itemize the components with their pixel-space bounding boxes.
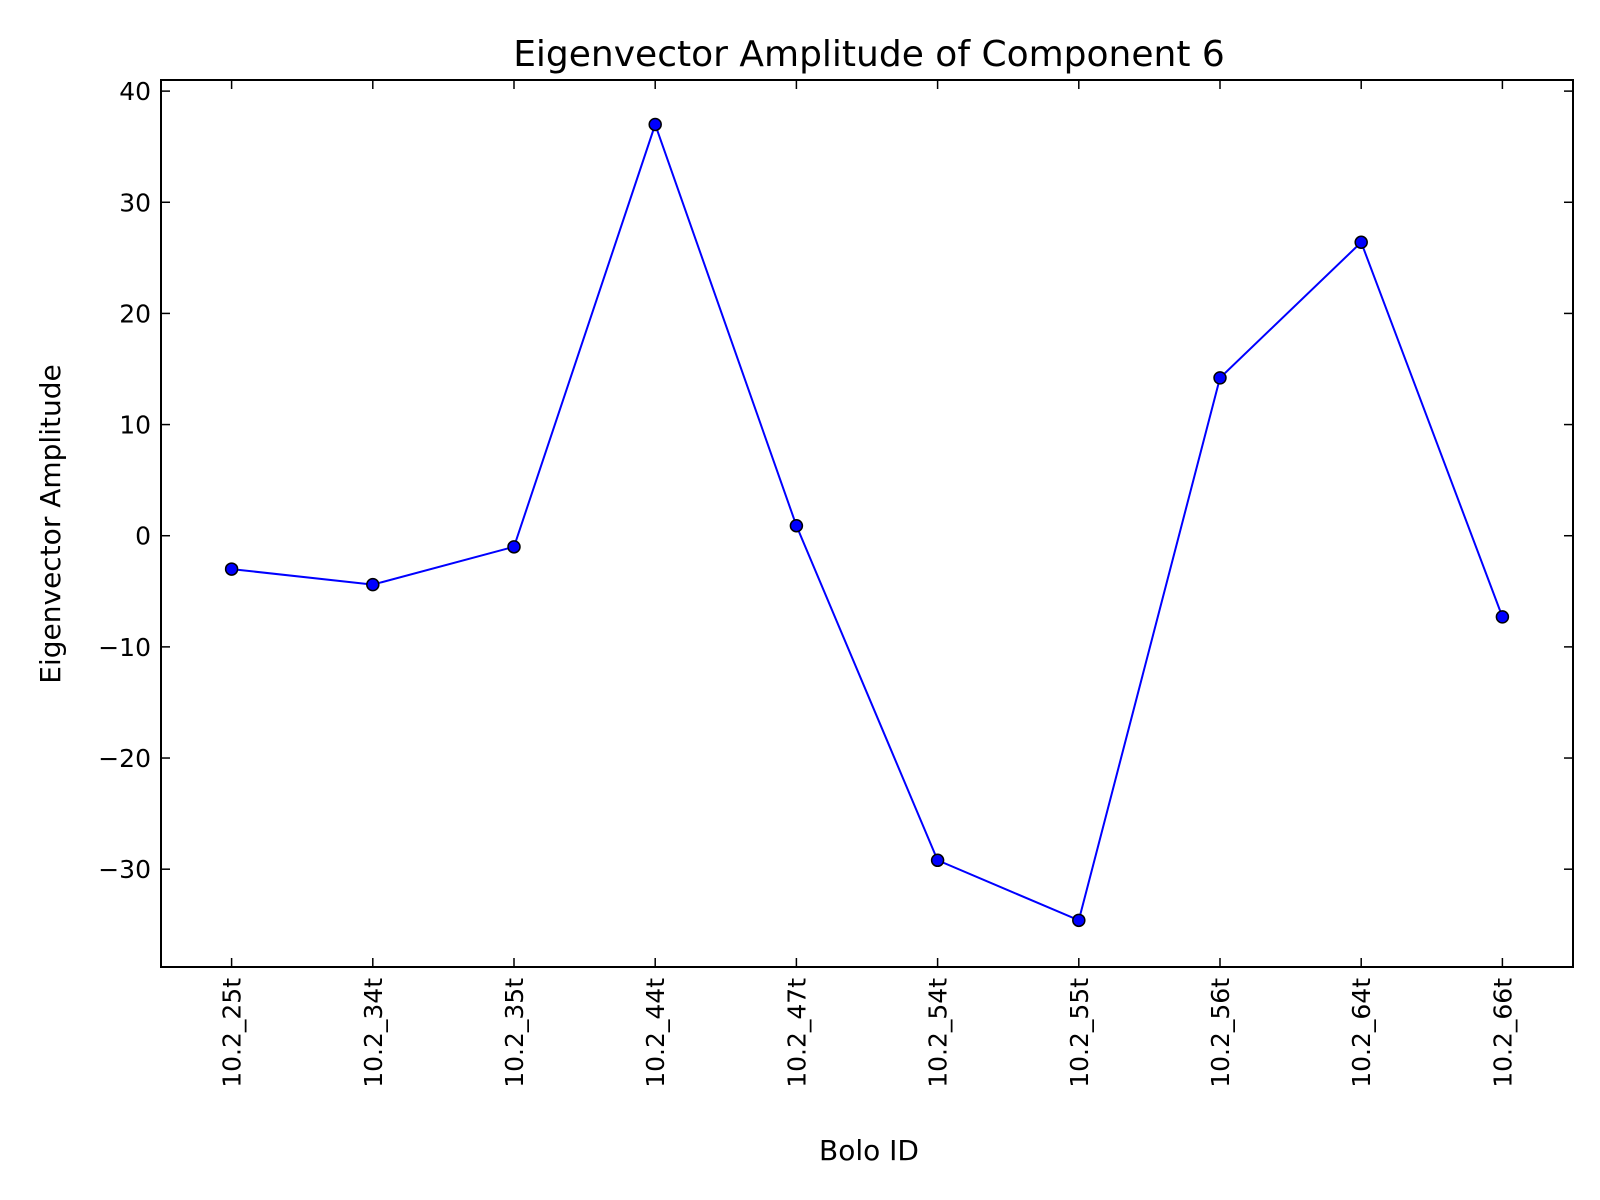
y-tick-label: −20: [98, 744, 151, 773]
data-point: [1072, 913, 1086, 928]
x-tick-label: 10.2_55t: [1065, 978, 1094, 1088]
y-tick-label: 0: [135, 522, 151, 551]
x-tick-label: 10.2_47t: [782, 978, 811, 1088]
x-tick-label: 10.2_54t: [924, 978, 953, 1088]
x-tick-label: 10.2_44t: [641, 978, 670, 1088]
data-point: [366, 577, 380, 592]
y-tick-label: 20: [119, 299, 151, 328]
data-point: [224, 562, 239, 576]
y-tick-label: 10: [119, 411, 151, 440]
x-tick-label: 10.2_66t: [1488, 978, 1517, 1088]
series-line: [231, 121, 1504, 922]
x-tick-label: 10.2_34t: [359, 978, 388, 1088]
x-axis: 10.2_25t 10.2_34t 10.2_35t 10.2_44t 10.2_47t…: [218, 80, 1517, 1088]
x-tick-label: 10.2_64t: [1347, 978, 1376, 1088]
plot-frame: [160, 79, 1574, 968]
y-tick-label: −30: [98, 855, 151, 884]
series-markers: [224, 117, 1510, 928]
chart-title: Eigenvector Amplitude of Component 6: [513, 34, 1225, 75]
y-tick-label: 30: [119, 188, 151, 217]
data-point: [930, 853, 945, 868]
data-point: [507, 540, 521, 554]
y-tick-label: 40: [119, 77, 151, 106]
y-axis: −30 −20 −10 0 10 20 30 40: [98, 77, 1573, 884]
data-point: [1354, 235, 1368, 250]
x-axis-title: Bolo ID: [819, 1134, 919, 1167]
x-tick-label: 10.2_25t: [218, 978, 247, 1088]
data-point: [648, 117, 662, 132]
y-axis-title: Eigenvector Amplitude: [34, 364, 67, 683]
data-point: [789, 518, 804, 533]
data-point: [1495, 610, 1510, 624]
data-point: [1213, 371, 1227, 385]
x-tick-label: 10.2_56t: [1206, 978, 1235, 1088]
x-tick-label: 10.2_35t: [500, 978, 529, 1088]
y-tick-label: −10: [98, 633, 151, 662]
